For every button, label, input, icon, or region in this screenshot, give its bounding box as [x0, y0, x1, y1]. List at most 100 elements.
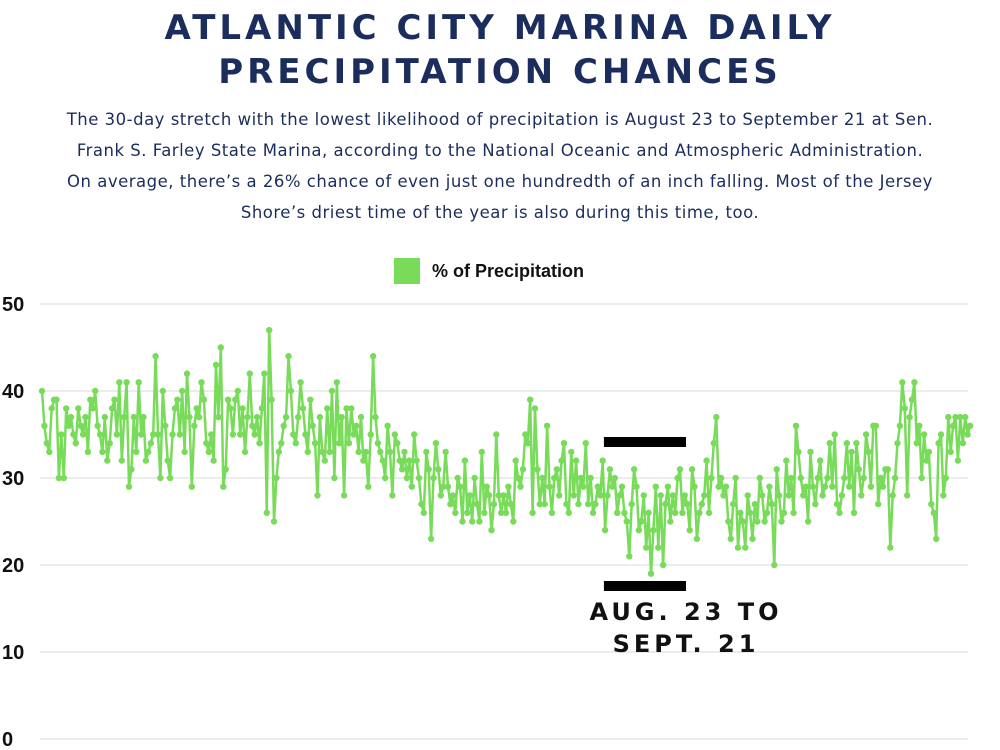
data-point [396, 457, 403, 464]
data-point [889, 492, 896, 499]
data-point [751, 500, 759, 508]
data-point [906, 413, 913, 421]
data-point [77, 422, 84, 429]
data-point [529, 509, 536, 516]
data-point [299, 405, 307, 412]
data-point [867, 483, 875, 490]
data-point [618, 483, 626, 490]
data-point [933, 535, 940, 543]
data-point [628, 500, 635, 508]
data-point [669, 492, 676, 499]
data-point [321, 457, 328, 464]
data-point [249, 422, 256, 429]
data-point [408, 483, 415, 490]
data-point [423, 448, 430, 456]
data-point [464, 509, 471, 516]
data-point [403, 474, 411, 482]
data-point [377, 448, 384, 456]
data-point [606, 466, 614, 473]
data-point [597, 492, 604, 499]
data-point [350, 431, 357, 438]
data-point [389, 492, 396, 499]
data-point [251, 431, 258, 438]
data-point [739, 518, 746, 525]
data-point [75, 405, 82, 412]
data-point [266, 326, 273, 334]
data-point [696, 509, 703, 516]
data-point [302, 431, 309, 438]
legend-swatch [394, 258, 420, 284]
data-point [374, 440, 382, 447]
data-point [58, 431, 65, 438]
data-point [106, 440, 113, 447]
data-point [60, 474, 67, 482]
data-point [894, 440, 901, 447]
data-point [543, 422, 551, 429]
data-point [759, 492, 766, 499]
data-point [67, 413, 75, 421]
data-point [908, 396, 916, 403]
data-point [742, 544, 749, 551]
data-point [159, 387, 166, 395]
data-point [730, 500, 737, 508]
data-point [626, 553, 633, 560]
data-point [923, 457, 930, 464]
data-point [652, 483, 659, 490]
data-point [365, 483, 372, 490]
bracket-bottom-bar [603, 581, 686, 591]
data-point [212, 361, 220, 369]
data-point [916, 422, 923, 429]
data-point [316, 413, 324, 421]
data-point [94, 422, 101, 429]
data-point [150, 431, 157, 438]
data-point [418, 500, 425, 508]
data-point [725, 518, 732, 525]
data-point [623, 518, 630, 525]
data-point [659, 561, 667, 569]
data-point [369, 353, 377, 360]
data-point [326, 448, 333, 456]
data-point [773, 466, 780, 473]
data-point [643, 544, 650, 551]
data-point [357, 413, 365, 421]
data-point [237, 431, 244, 438]
data-point [829, 483, 836, 490]
data-point [901, 405, 908, 412]
data-point [754, 518, 761, 525]
data-point [790, 509, 797, 516]
data-point [379, 457, 386, 464]
data-point [456, 483, 464, 490]
data-point [862, 431, 870, 438]
data-point [962, 413, 969, 421]
data-point [655, 544, 662, 551]
data-point [466, 492, 473, 499]
chart-subtitle: The 30-day stretch with the lowest likel… [20, 104, 980, 228]
data-point [766, 483, 773, 490]
data-point [372, 413, 379, 421]
data-point [488, 527, 495, 534]
data-point [220, 483, 227, 490]
data-point [166, 474, 174, 482]
data-point [785, 492, 792, 499]
data-point [708, 474, 715, 482]
data-point [720, 492, 727, 499]
data-point [684, 500, 691, 508]
data-point [686, 527, 693, 534]
data-point [415, 474, 423, 482]
data-point [679, 509, 686, 516]
data-point [200, 396, 208, 403]
data-point [831, 431, 838, 438]
data-point [41, 422, 48, 429]
data-point [703, 457, 710, 464]
data-point [43, 440, 50, 447]
data-point [877, 474, 884, 482]
data-point [645, 509, 652, 516]
data-point [814, 474, 821, 482]
data-point [749, 535, 756, 543]
data-point [891, 474, 899, 482]
bracket-top-bar [603, 437, 686, 447]
data-point [693, 535, 701, 543]
data-point [137, 431, 145, 438]
data-point [524, 440, 531, 447]
data-point [589, 509, 597, 516]
